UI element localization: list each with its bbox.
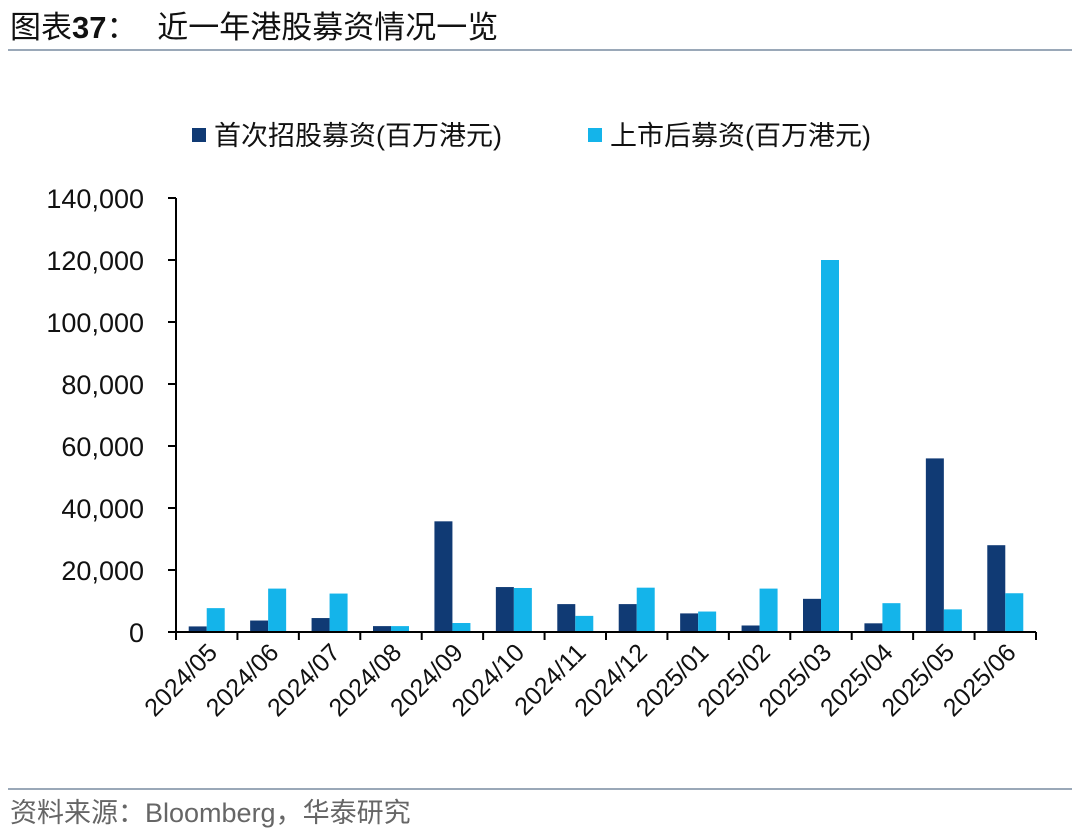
x-axis: 2024/052024/062024/072024/082024/092024/… — [139, 631, 1037, 722]
y-axis: 0 20,000 40,000 60,000 80,000 100,000 120,000 1… — [46, 184, 177, 648]
bar-post-listing-2024-07 — [329, 593, 348, 632]
bar-series — [188, 260, 1024, 632]
title-rule — [8, 49, 1072, 51]
bar-ipo-2024-06 — [250, 620, 269, 632]
bar-post-listing-2024-10 — [513, 587, 532, 632]
figure-title: 图表37： 近一年港股募资情况一览 — [10, 8, 498, 48]
bar-post-listing-2025-01 — [698, 611, 717, 632]
bar-ipo-2024-08 — [373, 626, 391, 632]
source-note: 资料来源：Bloomberg，华泰研究 — [10, 798, 411, 829]
figure-title-text: 近一年港股募资情况一览 — [157, 10, 499, 46]
y-tick-label: 0 — [129, 618, 144, 648]
chart-legend: 首次招股募资(百万港元) 上市后募资(百万港元) — [192, 121, 871, 151]
y-tick-label: 140,000 — [46, 184, 144, 214]
bar-ipo-2024-07 — [311, 618, 330, 632]
bar-ipo-2024-12 — [618, 604, 637, 632]
bar-ipo-2024-09 — [434, 521, 453, 632]
legend-label-2: 上市后募资(百万港元) — [610, 121, 871, 151]
bar-post-listing-2025-02 — [759, 588, 778, 632]
bar-ipo-2024-05 — [188, 626, 207, 632]
bar-post-listing-2024-05 — [206, 608, 225, 632]
bar-post-listing-2024-09 — [452, 623, 471, 632]
bar-chart: 首次招股募资(百万港元) 上市后募资(百万港元) 0 20,000 40,000 60,… — [46, 121, 1037, 722]
bar-post-listing-2024-08 — [391, 626, 409, 632]
bar-ipo-2024-10 — [495, 587, 514, 632]
legend-swatch-2 — [588, 128, 602, 142]
bar-post-listing-2025-05 — [943, 609, 962, 632]
legend-swatch-1 — [192, 128, 206, 142]
bar-ipo-2025-01 — [680, 613, 699, 632]
bar-post-listing-2025-06 — [1005, 593, 1024, 632]
y-tick-label: 120,000 — [46, 246, 144, 276]
bar-post-listing-2025-04 — [882, 603, 901, 632]
bar-ipo-2025-03 — [803, 598, 821, 632]
y-tick-label: 20,000 — [61, 556, 144, 586]
y-tick-label: 40,000 — [61, 494, 144, 524]
bar-ipo-2025-02 — [741, 625, 760, 632]
bar-ipo-2024-11 — [557, 604, 576, 632]
bar-post-listing-2024-12 — [636, 587, 655, 632]
figure-label: 图表37： — [10, 10, 138, 46]
bar-post-listing-2024-06 — [268, 588, 287, 632]
y-tick-label: 80,000 — [61, 370, 144, 400]
bar-ipo-2025-04 — [864, 623, 883, 632]
y-tick-label: 100,000 — [46, 308, 144, 338]
bar-post-listing-2025-03 — [821, 260, 839, 632]
y-tick-label: 60,000 — [61, 432, 144, 462]
footer-rule — [8, 788, 1072, 790]
legend-label-1: 首次招股募资(百万港元) — [214, 121, 502, 151]
bar-post-listing-2024-11 — [575, 615, 594, 632]
bar-ipo-2025-06 — [987, 545, 1006, 632]
bar-ipo-2025-05 — [925, 458, 944, 632]
